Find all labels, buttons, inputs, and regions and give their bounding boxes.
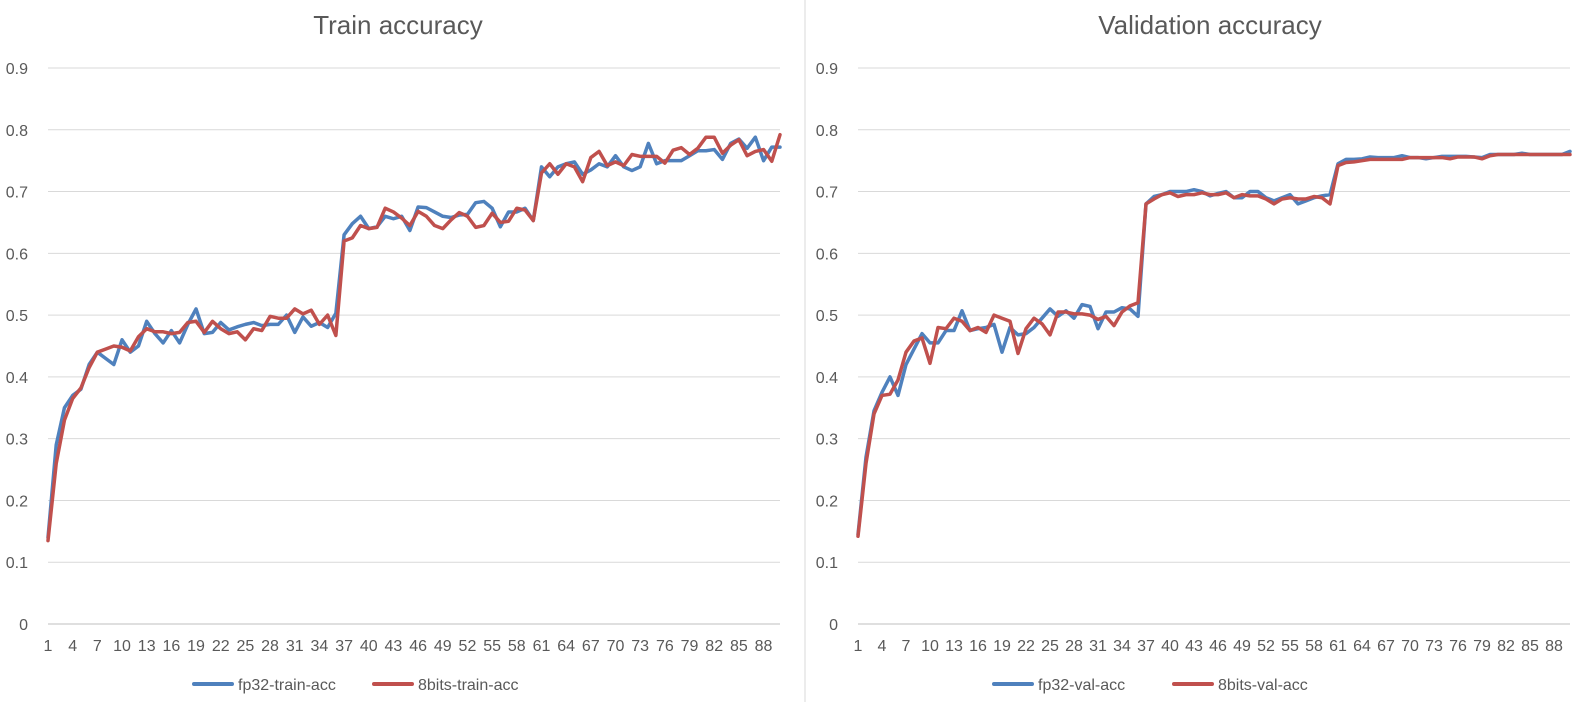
x-tick-label: 37 <box>1137 638 1155 655</box>
chart-title: Validation accuracy <box>1098 10 1322 40</box>
legend-label: fp32-train-acc <box>238 677 336 694</box>
x-tick-label: 73 <box>1425 638 1443 655</box>
x-tick-label: 7 <box>902 638 911 655</box>
x-tick-label: 28 <box>1065 638 1083 655</box>
x-tick-label: 7 <box>93 638 102 655</box>
chart-panel-2: Validation accuracy 0 0.1 0.2 0.3 0.4 0.5 0.6 0.… <box>816 10 1572 694</box>
y-tick-label: 0.4 <box>816 370 838 387</box>
x-tick-label: 19 <box>187 638 205 655</box>
x-tick-label: 79 <box>1473 638 1491 655</box>
legend-label: fp32-val-acc <box>1038 677 1125 694</box>
x-tick-label: 61 <box>533 638 551 655</box>
chart-panel-1: Train accuracy 0 0.1 0.2 0.3 0.4 0.5 0.6 0.7 0.8 0… <box>6 10 782 694</box>
x-tick-label: 82 <box>1497 638 1515 655</box>
x-tick-label: 67 <box>1377 638 1395 655</box>
x-tick-label: 4 <box>68 638 77 655</box>
y-tick-label: 0.9 <box>816 61 838 78</box>
x-tick-label: 40 <box>1161 638 1179 655</box>
x-tick-label: 13 <box>138 638 156 655</box>
x-tick-label: 58 <box>1305 638 1323 655</box>
x-tick-label: 40 <box>360 638 378 655</box>
x-tick-label: 46 <box>409 638 427 655</box>
x-tick-label: 16 <box>969 638 987 655</box>
y-tick-label: 0.2 <box>816 493 838 510</box>
y-tick-label: 0.6 <box>816 246 838 263</box>
x-tick-label: 4 <box>878 638 887 655</box>
chart-title: Train accuracy <box>313 10 483 40</box>
y-tick-label: 0.3 <box>816 432 838 449</box>
x-tick-label: 1 <box>44 638 53 655</box>
x-tick-label: 52 <box>1257 638 1275 655</box>
x-tick-label: 85 <box>730 638 748 655</box>
series-line-fp32-val-acc <box>856 149 1572 537</box>
y-tick-label: 0.3 <box>6 432 28 449</box>
y-tick-label: 0.1 <box>816 555 838 572</box>
x-tick-label: 61 <box>1329 638 1347 655</box>
x-tick-label: 46 <box>1209 638 1227 655</box>
x-tick-label: 10 <box>113 638 131 655</box>
x-tick-label: 49 <box>1233 638 1251 655</box>
legend-label: 8bits-val-acc <box>1218 677 1308 694</box>
y-tick-label: 0.9 <box>6 61 28 78</box>
series-line-8bits-val-acc <box>856 152 1572 539</box>
y-tick-label: 0 <box>19 617 28 634</box>
x-tick-label: 28 <box>261 638 279 655</box>
x-tick-label: 55 <box>483 638 501 655</box>
y-tick-label: 0.8 <box>6 123 28 140</box>
y-tick-label: 0.4 <box>6 370 28 387</box>
x-tick-label: 64 <box>557 638 575 655</box>
x-tick-label: 52 <box>459 638 477 655</box>
x-tick-label: 34 <box>1113 638 1131 655</box>
x-tick-label: 85 <box>1521 638 1539 655</box>
x-tick-label: 22 <box>212 638 230 655</box>
x-tick-label: 43 <box>385 638 403 655</box>
series-line-8bits-train-acc <box>46 132 782 543</box>
x-tick-label: 76 <box>656 638 674 655</box>
x-tick-label: 49 <box>434 638 452 655</box>
x-tick-label: 16 <box>162 638 180 655</box>
legend-label: 8bits-train-acc <box>418 677 518 694</box>
y-tick-label: 0.7 <box>6 185 28 202</box>
x-tick-label: 34 <box>311 638 329 655</box>
x-tick-label: 55 <box>1281 638 1299 655</box>
x-tick-label: 64 <box>1353 638 1371 655</box>
y-tick-label: 0.1 <box>6 555 28 572</box>
y-tick-label: 0.5 <box>816 308 838 325</box>
y-tick-label: 0.7 <box>816 185 838 202</box>
x-tick-label: 37 <box>335 638 353 655</box>
x-tick-label: 10 <box>921 638 939 655</box>
y-tick-label: 0.6 <box>6 246 28 263</box>
x-tick-label: 31 <box>286 638 304 655</box>
x-tick-label: 73 <box>631 638 649 655</box>
x-tick-label: 88 <box>1545 638 1563 655</box>
x-tick-label: 76 <box>1449 638 1467 655</box>
y-tick-label: 0.5 <box>6 308 28 325</box>
x-tick-label: 1 <box>854 638 863 655</box>
x-tick-label: 67 <box>582 638 600 655</box>
series-line-fp32-train-acc <box>46 135 782 540</box>
y-tick-label: 0.8 <box>816 123 838 140</box>
x-tick-label: 82 <box>705 638 723 655</box>
x-tick-label: 70 <box>1401 638 1419 655</box>
x-tick-label: 19 <box>993 638 1011 655</box>
y-tick-label: 0 <box>829 617 838 634</box>
x-tick-label: 70 <box>607 638 625 655</box>
x-tick-label: 88 <box>755 638 773 655</box>
x-tick-label: 58 <box>508 638 526 655</box>
y-tick-label: 0.2 <box>6 493 28 510</box>
x-tick-label: 22 <box>1017 638 1035 655</box>
x-tick-label: 43 <box>1185 638 1203 655</box>
x-tick-label: 25 <box>1041 638 1059 655</box>
x-tick-label: 31 <box>1089 638 1107 655</box>
x-tick-label: 79 <box>681 638 699 655</box>
x-tick-label: 25 <box>236 638 254 655</box>
x-tick-label: 13 <box>945 638 963 655</box>
